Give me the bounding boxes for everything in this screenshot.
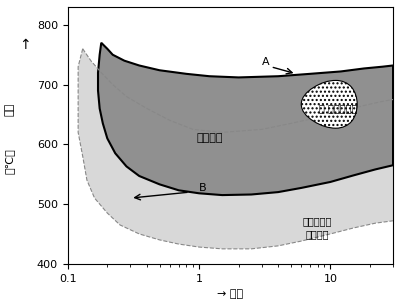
X-axis label: → 時間: → 時間 xyxy=(217,289,244,299)
Text: ↑: ↑ xyxy=(20,39,31,52)
Ellipse shape xyxy=(301,80,357,128)
Text: A: A xyxy=(262,57,269,67)
Text: 鋭敏化域: 鋭敏化域 xyxy=(196,133,223,143)
Text: 塑性加工材
鋭敏化域: 塑性加工材 鋭敏化域 xyxy=(303,216,332,240)
Text: B: B xyxy=(199,183,207,193)
Polygon shape xyxy=(98,43,393,195)
Text: （℃）: （℃） xyxy=(4,148,14,174)
Text: Ｌ 材鋭敏化域: Ｌ 材鋭敏化域 xyxy=(319,103,358,114)
Text: 温度: 温度 xyxy=(4,103,14,116)
Polygon shape xyxy=(78,49,393,249)
